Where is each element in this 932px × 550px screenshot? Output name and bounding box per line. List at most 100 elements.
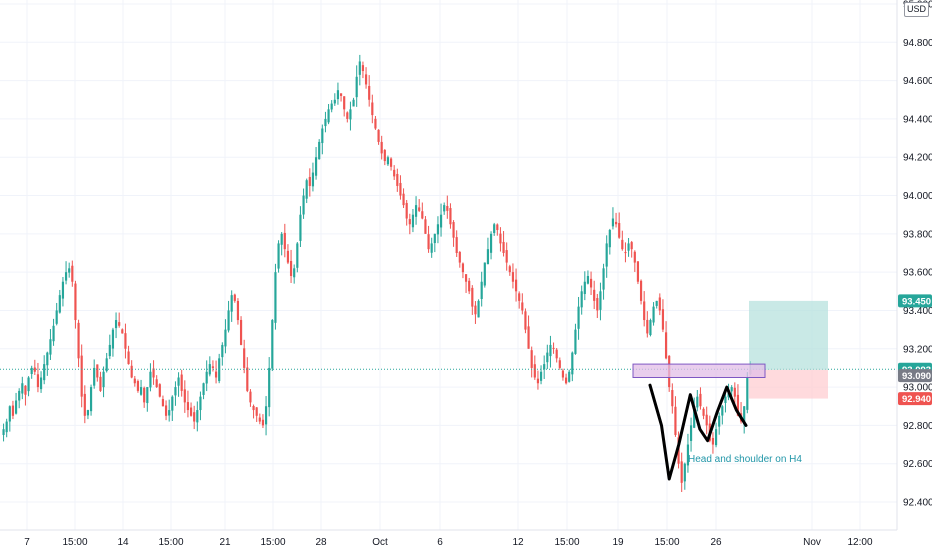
candle-body (264, 406, 268, 425)
candle-body (130, 365, 133, 378)
candle-body (699, 393, 702, 407)
price-tag (898, 369, 932, 383)
head-and-shoulder-pattern[interactable] (648, 383, 748, 481)
long-position-tool[interactable] (749, 300, 828, 399)
price-tag-label: 93.450 (902, 296, 931, 307)
candle-body (624, 252, 627, 254)
candle-body (283, 232, 286, 250)
candle-body (39, 377, 43, 390)
candle-body (143, 387, 146, 403)
currency-label[interactable]: USD (904, 2, 930, 17)
candle-body (221, 344, 224, 358)
time-axis[interactable]: 7 15:00 14 15:00 21 15:00 28 Oct 6 12 15:00 19 15:00… (24, 537, 873, 548)
candle-body (268, 367, 271, 408)
y-tick-label: 93.200 (903, 344, 932, 355)
x-tick-label: 28 (315, 537, 327, 548)
candle-body (11, 405, 15, 416)
candle-body (349, 109, 352, 120)
candle-body (77, 322, 80, 359)
candle-body (246, 367, 249, 391)
candle-body (14, 400, 18, 414)
candle-body (602, 268, 605, 290)
candle-body (574, 329, 577, 354)
candle-body (21, 383, 24, 394)
candle-body (33, 367, 36, 372)
candle-body (5, 421, 8, 433)
candle-body (399, 182, 402, 196)
candle-body (158, 384, 161, 397)
candle-body (68, 268, 71, 273)
candle-body (686, 444, 690, 466)
candle-body (302, 195, 305, 215)
candle-body (724, 396, 727, 403)
candle-body (558, 360, 561, 368)
candle-body (618, 223, 621, 238)
candle-body (652, 306, 655, 323)
candle-body (614, 221, 618, 225)
candle-body (171, 396, 174, 411)
candle-body (605, 243, 608, 267)
x-tick-label: 12:00 (847, 537, 872, 548)
y-tick-label: 93.600 (903, 268, 932, 279)
price-axis[interactable]: 92.400 92.600 92.800 93.000 93.200 93.400 93.6… (903, 0, 932, 509)
candle-body (568, 371, 571, 382)
candle-body (480, 281, 483, 299)
candle-body (86, 410, 90, 416)
candle-body (333, 99, 336, 104)
candle-body (502, 241, 505, 253)
candle-body (124, 333, 127, 349)
candle-body (180, 374, 183, 391)
candle-body (436, 224, 440, 235)
candle-body (211, 366, 215, 368)
candle-body (683, 463, 686, 482)
candle-body (746, 377, 749, 410)
candle-body (689, 425, 693, 441)
candle-body (536, 378, 540, 384)
candle-body (355, 76, 358, 98)
candle-body (89, 387, 93, 412)
candle-body (439, 214, 443, 228)
y-tick-label: 93.400 (903, 306, 932, 317)
candle-body (121, 329, 124, 334)
candle-body (96, 364, 99, 378)
y-tick-label: 94.400 (903, 114, 932, 125)
candle-body (214, 371, 218, 378)
candle-body (202, 383, 205, 395)
candle-body (443, 205, 446, 212)
candle-body (58, 295, 61, 313)
candle-body (733, 387, 736, 397)
candle-body (271, 320, 274, 369)
candle-body (8, 406, 11, 422)
candle-body (308, 176, 311, 186)
candle-body (386, 157, 390, 165)
candle-body (280, 233, 283, 245)
candle-body (530, 350, 533, 368)
candle-body (736, 394, 740, 416)
candle-body (655, 300, 658, 306)
pattern-annotation: Head and shoulder on H4 (688, 454, 802, 465)
candle-body (314, 157, 318, 176)
candle-body (189, 407, 193, 416)
candle-body (474, 305, 477, 315)
candle-body (408, 219, 411, 225)
candle-body (336, 90, 340, 100)
candle-body (177, 377, 180, 386)
candle-body (30, 367, 33, 375)
candle-body (352, 99, 355, 107)
candle-body (580, 291, 583, 308)
candle-body (596, 298, 599, 311)
candle-body (49, 339, 52, 355)
resistance-zone[interactable] (632, 363, 766, 379)
candle-body (305, 180, 308, 199)
candle-body (289, 260, 293, 276)
candle-body (43, 364, 46, 381)
candle-body (321, 128, 324, 144)
candle-body (24, 385, 27, 395)
candle-body (646, 319, 649, 334)
candle-body (539, 371, 543, 381)
candle-body (224, 329, 227, 347)
candle-body (589, 278, 593, 288)
candle-body (455, 237, 458, 253)
candle-body (230, 295, 233, 312)
